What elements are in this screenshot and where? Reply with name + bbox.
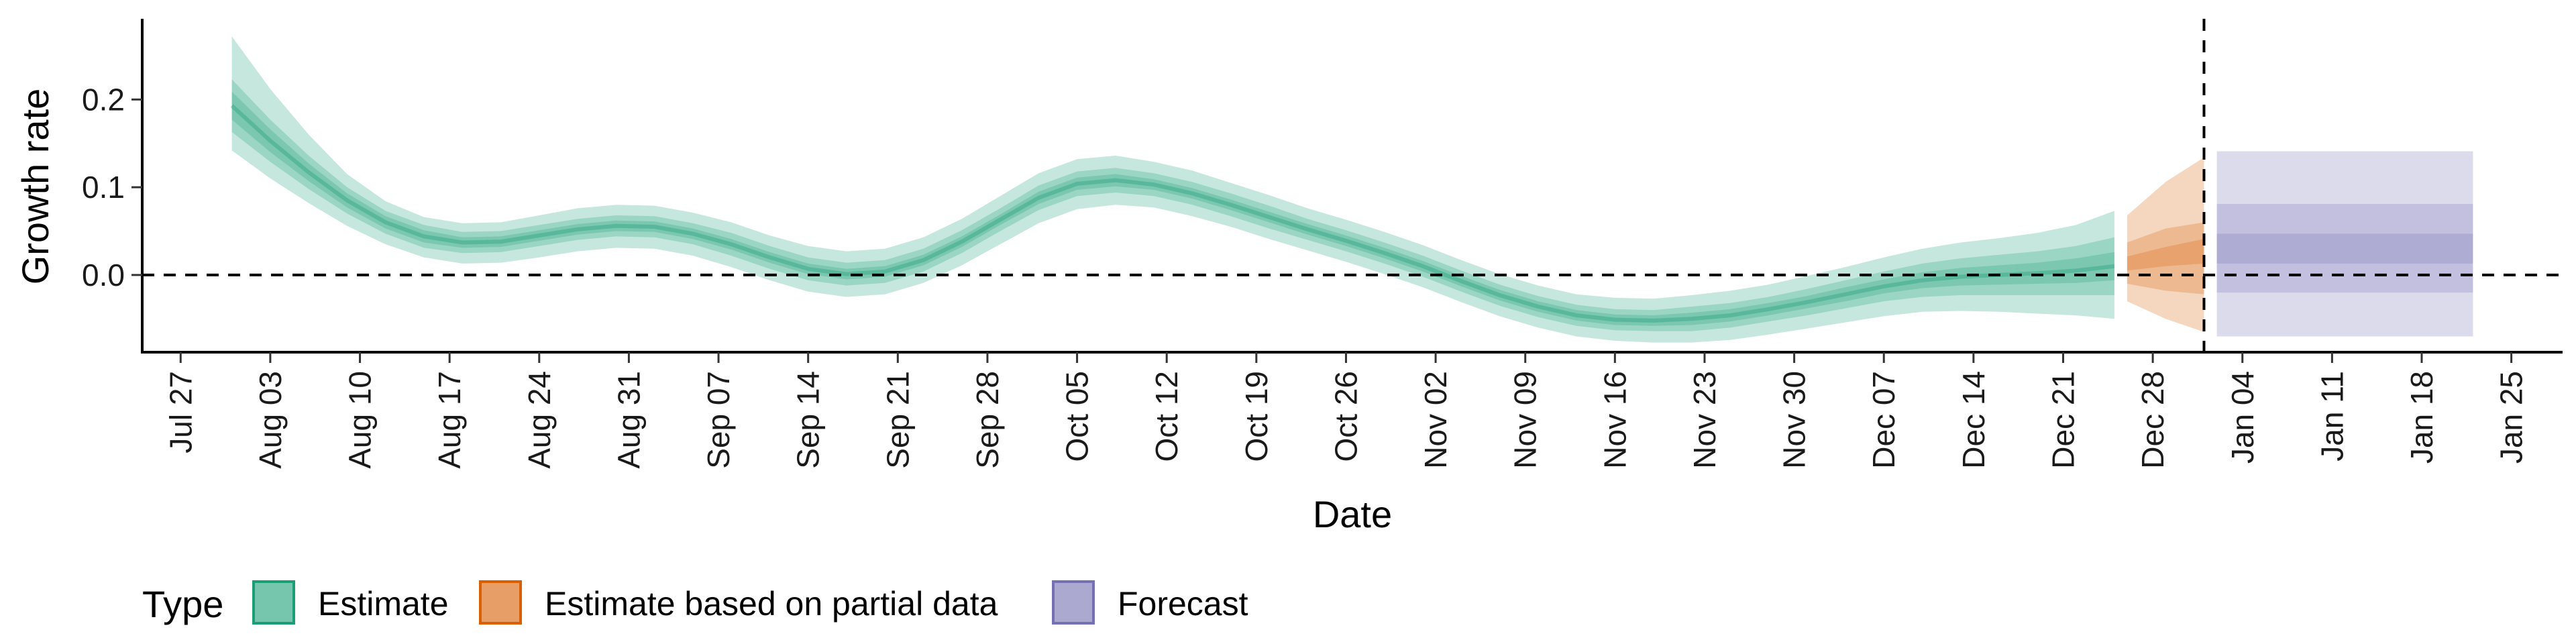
x-tick-label: Nov 16 [1597, 371, 1632, 469]
x-tick-label: Nov 23 [1687, 371, 1722, 469]
forecast-ci20-band [2216, 233, 2473, 264]
x-tick-label: Nov 02 [1418, 371, 1453, 469]
y-tick-label: 0.1 [82, 170, 125, 205]
x-tick-label: Aug 17 [432, 371, 467, 469]
x-tick-label: Jan 11 [2314, 371, 2349, 462]
x-tick-label: Aug 31 [611, 371, 646, 469]
axes [141, 19, 2563, 354]
legend-title: Type [142, 583, 223, 625]
forecast-ci50-band [2216, 204, 2473, 293]
x-tick-label: Oct 12 [1149, 371, 1184, 462]
estimate-ci90-band [231, 36, 2114, 343]
x-tick-label: Jul 27 [163, 371, 198, 453]
legend-swatch-forecast [1052, 580, 1095, 625]
estimate-median-line [230, 104, 2115, 323]
x-tick-label: Dec 14 [1956, 371, 1991, 469]
x-tick-label: Sep 28 [970, 371, 1005, 469]
x-tick-label: Jan 25 [2494, 371, 2529, 464]
legend-label-forecast: Forecast [1118, 585, 1248, 623]
estimate-based-on-partial-data-ci90-band [2127, 157, 2204, 332]
x-tick-label: Dec 07 [1866, 371, 1901, 469]
x-tick-label: Aug 03 [253, 371, 288, 469]
y-tick-label: 0.2 [82, 82, 125, 117]
y-axis-title: Growth rate [14, 89, 56, 285]
x-tick-label: Sep 14 [791, 371, 826, 469]
estimate-based-on-partial-data-ci20-band [2127, 239, 2204, 271]
x-tick-label: Dec 28 [2135, 371, 2170, 469]
reference-lines [142, 19, 2563, 352]
ribbon-layer [230, 36, 2473, 343]
legend-swatch-estimate [252, 580, 295, 625]
x-tick-label: Nov 30 [1777, 371, 1812, 469]
x-axis-title: Date [1313, 493, 1392, 535]
x-tick-label: Oct 19 [1239, 371, 1274, 462]
x-tick-label: Sep 07 [701, 371, 736, 469]
forecast-ci90-band [2216, 151, 2473, 337]
x-tick-label: Nov 09 [1508, 371, 1543, 469]
legend-label-partial: Estimate based on partial data [545, 585, 998, 623]
x-tick-label: Aug 24 [522, 371, 557, 469]
y-tick-label: 0.0 [82, 258, 125, 292]
x-tick-label: Jan 04 [2225, 371, 2260, 464]
x-tick-label: Oct 26 [1329, 371, 1364, 462]
x-ticks: Jul 27 Aug 03 Aug 10 Aug 17 Aug 24 Aug 31 Sep … [163, 352, 2529, 469]
x-tick-label: Oct 05 [1060, 371, 1095, 462]
legend: Type Estimate Estimate based on partial … [142, 580, 1248, 625]
x-tick-label: Dec 21 [2046, 371, 2081, 469]
legend-label-estimate: Estimate [318, 585, 449, 623]
x-tick-label: Jan 18 [2404, 371, 2439, 464]
legend-swatch-partial [479, 580, 522, 625]
x-tick-label: Sep 21 [880, 371, 915, 469]
x-tick-label: Aug 10 [343, 371, 378, 469]
y-ticks: 0.0 0.1 0.2 [82, 82, 142, 292]
